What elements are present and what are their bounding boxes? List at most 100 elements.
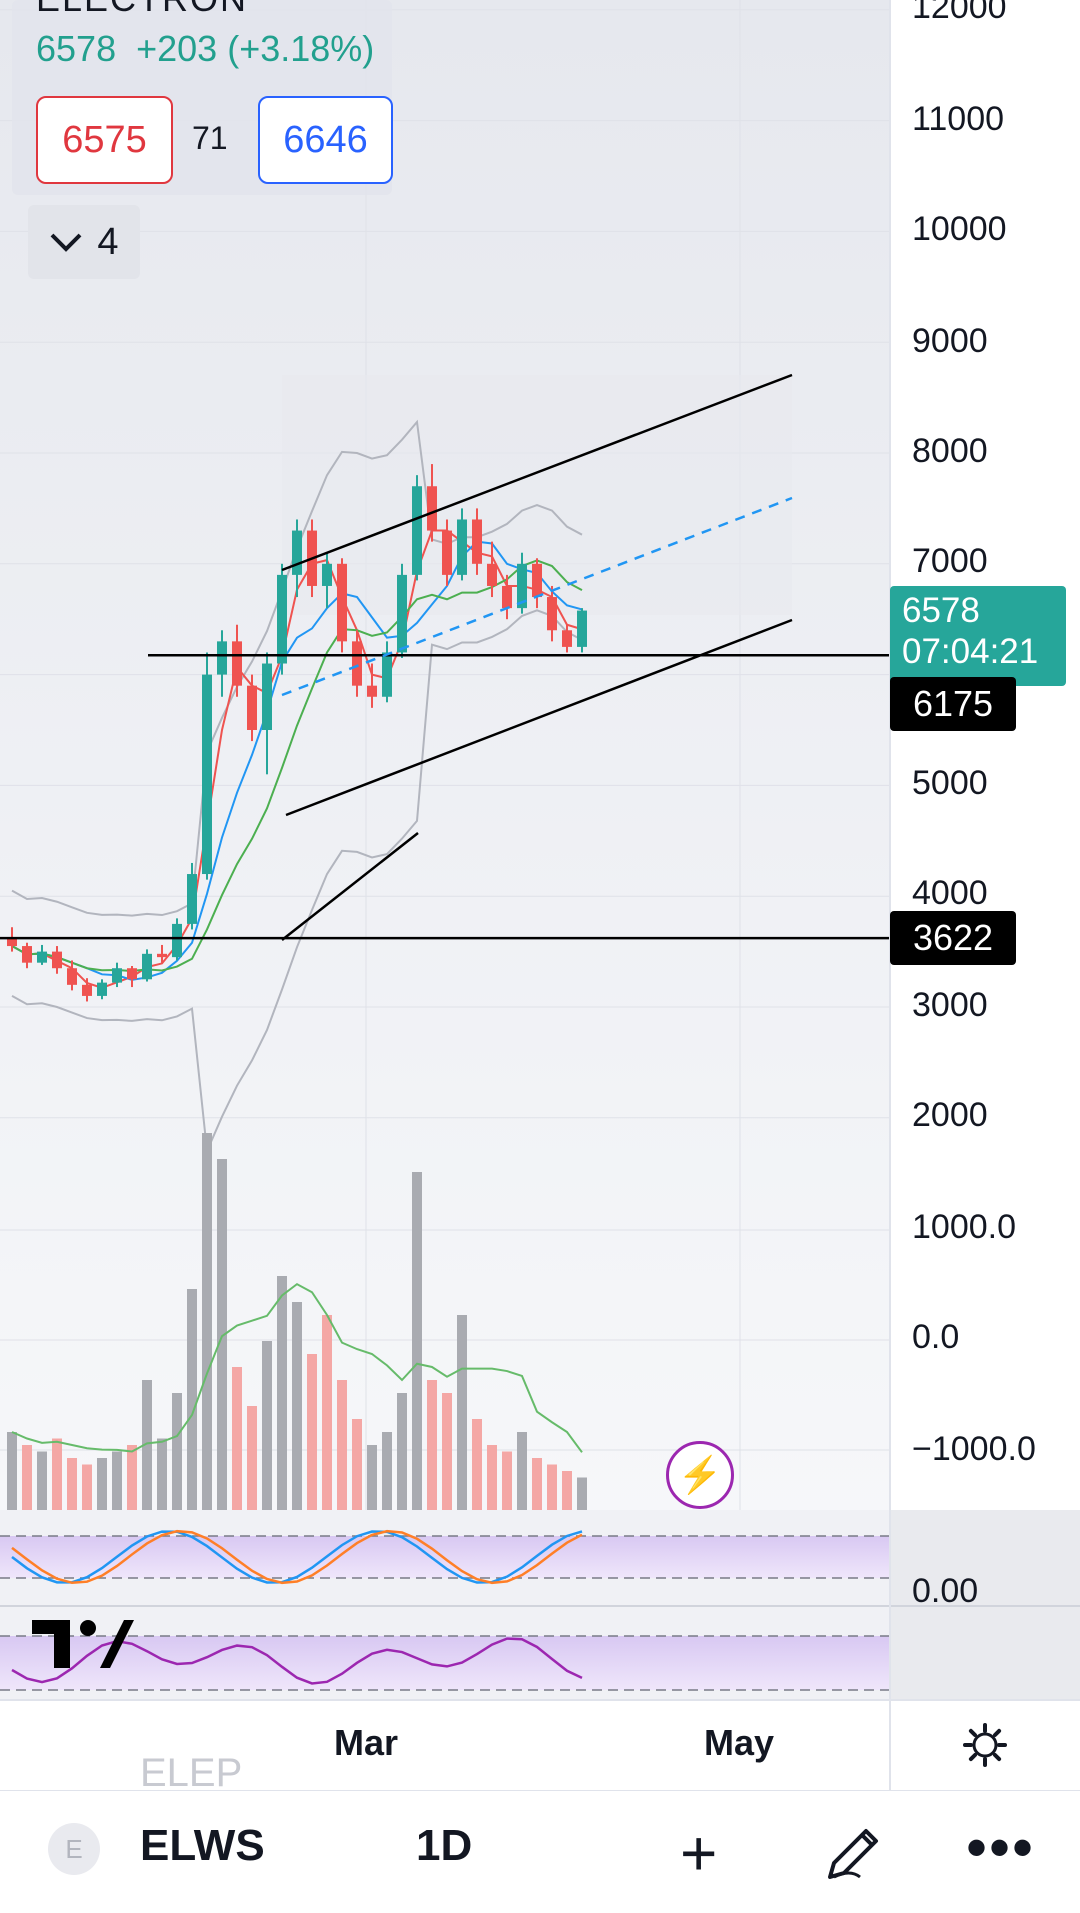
price-chart[interactable] [0,0,1080,1790]
candle-body [277,574,287,664]
volume-bar [262,1341,272,1510]
volume-bar [502,1451,512,1510]
candle-body [577,610,587,647]
candle-body [82,984,92,996]
volume-bar [547,1464,557,1510]
lightning-icon[interactable]: ⚡ [666,1441,734,1509]
plus-icon[interactable]: + [680,1817,718,1889]
volume-bar [457,1315,467,1510]
volume-bar [7,1432,17,1510]
level-tag-lower: 3622 [890,911,1016,965]
candle-body [202,674,212,875]
trend-line[interactable] [285,618,793,817]
volume-bar [112,1451,122,1510]
last-price: 6578 [36,28,117,69]
candle-body [37,951,47,963]
axis-5000: 5000 [912,764,988,802]
countdown-timer: 07:04:21 [902,632,1039,671]
previous-symbol-ghost: ELEP [140,1751,243,1795]
volume-bar [532,1458,542,1510]
volume-bar [292,1302,302,1510]
time-label-mar: Mar [334,1722,399,1763]
volume-bar [67,1458,77,1510]
candle-body [67,968,77,985]
axis-4000: 4000 [912,874,988,912]
candle-body [157,953,167,958]
axis-8000: 8000 [912,432,988,470]
volume-average-line [11,1282,583,1453]
volume-bar [322,1315,332,1510]
pencil-icon[interactable] [820,1819,888,1887]
sell-button[interactable]: 6575 [36,96,173,184]
axis-10000: 10000 [912,210,1007,248]
volume-bar [397,1393,407,1510]
candle-body [232,641,242,686]
indicators-toggle[interactable]: 4 [28,205,140,279]
candle-body [502,585,512,609]
candle-body [97,982,107,996]
volume-bar [382,1432,392,1510]
last-price-tag: 6578 07:04:21 [890,586,1066,686]
volume-bar [37,1451,47,1510]
indicators-count: 4 [97,220,119,263]
axis-12000: 12000 [912,0,1007,26]
candle-body [532,563,542,598]
symbol-avatar[interactable]: E [48,1823,100,1875]
candle-body [337,563,347,642]
volume-bar [82,1464,92,1510]
candle-body [187,874,197,924]
candle-body [382,652,392,697]
candle-body [562,630,572,647]
oscillator-panes [0,1510,1080,1700]
candle-body [217,641,227,675]
spread-value: 71 [192,120,228,156]
rsi-line [11,1637,583,1685]
axis-9000: 9000 [912,322,988,360]
volume-bar [247,1406,257,1510]
candle-body [427,486,437,531]
candle-body [442,530,452,575]
candle-body [112,968,122,983]
buy-button[interactable]: 6646 [258,96,393,184]
axis-osc-zero: 0.00 [912,1572,979,1610]
candle-body [22,946,32,963]
grid-lines [0,0,890,1700]
volume-bar [367,1445,377,1510]
candles [7,464,587,1002]
axis-3000: 3000 [912,986,988,1024]
candle-body [457,519,467,575]
price-change-line: 6578 +203 (+3.18%) [36,28,374,70]
tradingview-logo [30,1608,134,1688]
candle-body [352,641,362,686]
candle-body [292,530,302,575]
symbol-header: ELECTRON 6578 +203 (+3.18%) 6575 71 6646 [12,0,393,195]
volume-bar [517,1432,527,1510]
trend-line[interactable] [281,832,419,941]
trend-drawings[interactable] [0,373,890,941]
more-icon[interactable]: ••• [966,1814,1036,1881]
interval-button[interactable]: 1D [416,1821,473,1870]
volume-bar [337,1380,347,1510]
volume-bar [202,1133,212,1510]
volume-bar [232,1367,242,1510]
candle-body [127,968,137,980]
symbol-button[interactable]: ELWS [140,1821,265,1870]
candle-body [172,923,182,958]
trend-line[interactable] [281,496,793,697]
volume-bar [142,1380,152,1510]
volume-bar [97,1458,107,1510]
volume-pane [7,1133,587,1510]
gear-icon[interactable] [962,1722,1008,1768]
bottom-toolbar: ELEP E ELWS 1D + ••• [0,1751,1080,1913]
price-change: +203 (+3.18%) [136,28,375,69]
axis-2000: 2000 [912,1096,988,1134]
candle-body [367,685,377,697]
volume-bar [352,1419,362,1510]
candle-body [487,563,497,586]
volume-bar [187,1289,197,1510]
candle-body [547,597,557,631]
trend-line[interactable] [281,373,793,572]
axis-0: 0.0 [912,1318,960,1356]
candle-body [52,951,62,969]
volume-bar [157,1438,167,1510]
